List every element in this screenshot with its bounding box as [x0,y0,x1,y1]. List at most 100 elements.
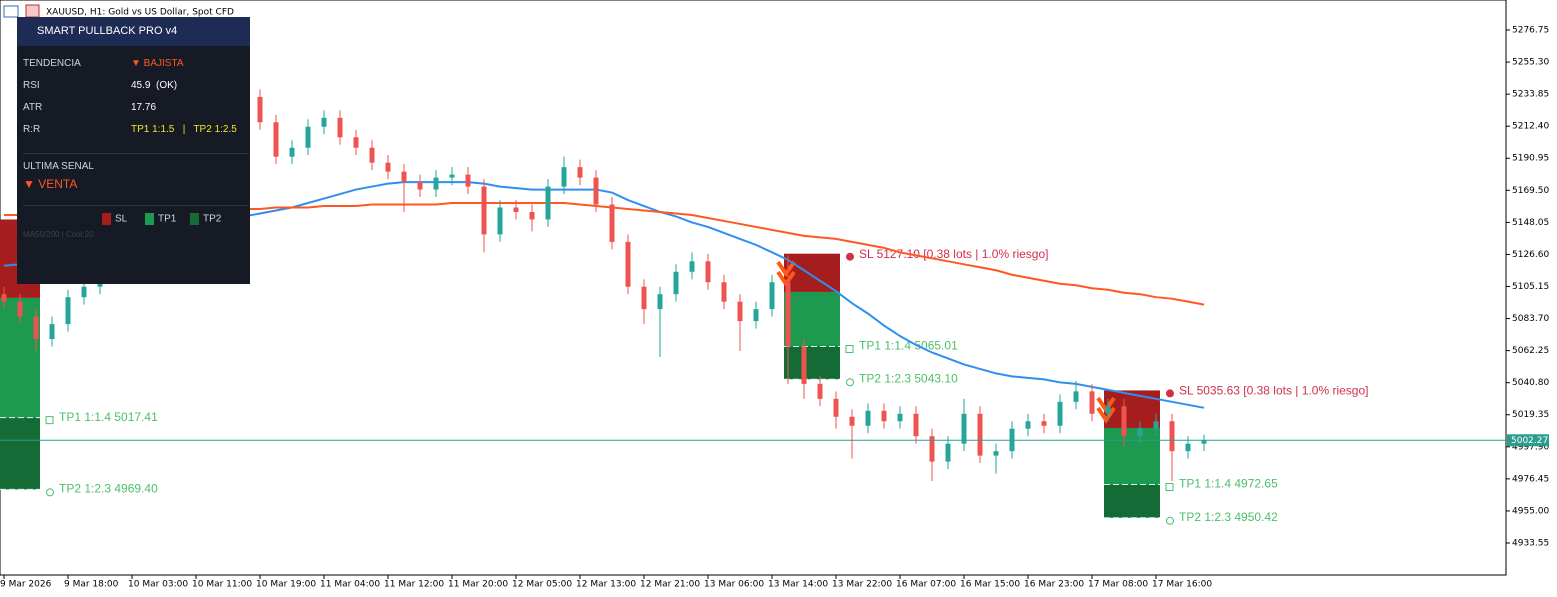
tp1-label: TP1 1:1.4 5017.41 [59,410,158,424]
signal-title-text: ULTIMA SENAL [23,161,94,172]
x-tick-label: 10 Mar 19:00 [256,580,316,590]
legend-label: TP1 [158,213,177,225]
tp2-zone [0,417,40,490]
candle-body [1153,421,1159,429]
y-tick-label: 4976.45 [1512,474,1549,484]
tp2-zone [1104,484,1160,518]
tp2-icon [846,378,854,387]
candle-body [1025,421,1031,429]
x-tick-label: 12 Mar 13:00 [576,580,636,590]
legend-label: SL [115,213,128,225]
candle-body [289,147,295,157]
x-tick-label: 11 Mar 20:00 [448,580,508,590]
row-value: ▼ BAJISTA [131,58,184,69]
x-tick-label: 17 Mar 08:00 [1088,580,1148,590]
candle-body [897,413,903,422]
info-panel: SMART PULLBACK PRO v4 TENDENCIA ▼ BAJISTA… [17,17,250,284]
candle-body [817,383,823,399]
candle-body [1073,391,1079,402]
x-tick-label: 12 Mar 21:00 [640,580,700,590]
sl-icon [846,252,854,261]
candle-body [737,301,743,322]
candle-body [1041,421,1047,426]
candle-body [561,167,567,187]
row-label: RSI [23,80,40,91]
candle-body [769,282,775,310]
tp2-label: TP2 1:2.3 5043.10 [859,371,958,385]
tp1-zone [784,291,840,347]
y-tick-label: 5276.75 [1512,25,1549,35]
x-tick-label: 10 Mar 03:00 [128,580,188,590]
row-label: R:R [23,124,41,135]
price-tag-label: 5002.27 [1511,436,1548,446]
candle-body [881,410,887,422]
y-tick-label: 5105.15 [1512,282,1549,292]
tp1-icon [845,344,854,353]
candle-body [305,126,311,148]
row-value: 45.9 (OK) [131,80,178,91]
chart-icon [25,4,40,18]
row: TENDENCIA ▼ BAJISTA [23,58,245,69]
chart-title: XAUUSD, H1: Gold vs US Dollar, Spot CFD [46,8,234,18]
y-tick-label: 5212.40 [1512,122,1549,132]
candle-body [593,177,599,205]
candle-body [929,436,935,462]
candle-body [433,177,439,190]
candle-body [81,286,87,298]
plot-frame [0,0,1507,576]
candle-body [273,122,279,157]
y-tick-label: 5148.05 [1512,218,1549,228]
candle-body [1105,406,1111,414]
candle-body [369,147,375,163]
y-tick-label: 4933.55 [1512,538,1549,548]
candle-body [849,416,855,426]
candle-body [33,316,39,340]
y-tick-label: 5255.30 [1512,58,1549,68]
candle-body [465,174,471,187]
tp1-zone [1104,427,1160,485]
sl-label: SL 5127.10 [0.38 lots | 1.0% riesgo] [859,247,1048,261]
y-tick-label: 5190.95 [1512,154,1549,164]
legend-item: TP1 [145,213,176,225]
candle-body [417,182,423,190]
candle-body [49,324,55,340]
x-tick-label: 11 Mar 04:00 [320,580,380,590]
y-tick-label: 5169.50 [1512,186,1549,196]
candle-body [753,309,759,322]
candle-body [529,211,535,220]
tp2-label: TP2 1:2.3 4969.40 [59,482,158,496]
panel-footer-text: MA50/200 | Cool:20 [23,230,94,239]
row-label: ATR [23,102,43,113]
tp2-zone [784,346,840,380]
signal-text: ▼ VENTA [23,177,78,191]
panel-title-text: SMART PULLBACK PRO v4 [37,25,178,37]
signal-title: ULTIMA SENAL [23,161,245,172]
sl-icon [1166,389,1174,398]
candle-body [945,443,951,462]
tp1-label: TP1 1:1.4 4972.65 [1179,477,1278,491]
x-tick-label: 16 Mar 07:00 [896,580,956,590]
y-tick-label: 5233.85 [1512,90,1549,100]
price-tag [1507,434,1549,447]
x-tick-label: 16 Mar 15:00 [960,580,1020,590]
tp1-label: TP1 1:1.4 5065.01 [859,339,958,353]
row: R:R TP1 1:1.5 | TP2 1:2.5 [23,124,245,135]
row-value: TP1 1:1.5 | TP2 1:2.5 [131,124,237,135]
candle-body [577,167,583,178]
candle-body [385,162,391,172]
row: ATR 17.76 [23,102,245,113]
x-tick-label: 17 Mar 16:00 [1152,580,1212,590]
candle-body [865,410,871,426]
x-tick-label: 11 Mar 12:00 [384,580,444,590]
tp1-icon [45,416,54,425]
candle-body [657,294,663,310]
x-tick-label: 13 Mar 22:00 [832,580,892,590]
y-tick-label: 5062.25 [1512,346,1549,356]
candle-body [17,301,23,317]
candle-body [1169,421,1175,452]
legend-item: TP2 [190,213,221,225]
menu-icon [3,5,19,18]
legend-item: SL [102,213,127,225]
x-tick-label: 10 Mar 11:00 [192,580,252,590]
row-label: TENDENCIA [23,58,81,69]
